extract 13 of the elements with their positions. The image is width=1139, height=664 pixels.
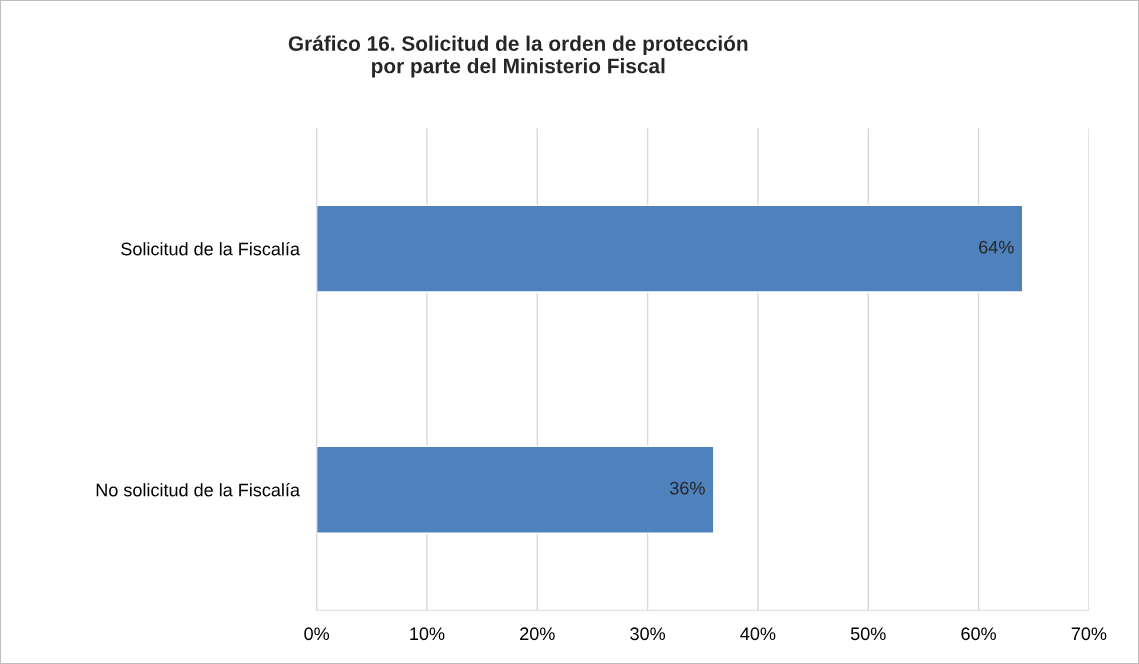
y-tick-label: Solicitud de la Fiscalía — [121, 241, 300, 256]
x-tick-label: 50% — [850, 627, 886, 641]
x-tick-label: 40% — [740, 627, 776, 641]
x-tick-label: 30% — [630, 627, 666, 641]
data-label: 36% — [670, 481, 705, 495]
chart-title: Gráfico 16. Solicitud de la orden de protección por parte del Ministerio Fiscal — [288, 35, 748, 78]
x-tick-label: 60% — [961, 627, 996, 641]
x-tick-label: 10% — [410, 627, 445, 641]
x-tick-label: 70% — [1071, 627, 1107, 641]
y-tick-label: No solicitud de la Fiscalía — [96, 482, 300, 497]
x-tick-label: 20% — [520, 627, 555, 641]
x-tick-label: 0% — [304, 627, 330, 641]
data-label: 64% — [979, 240, 1014, 254]
